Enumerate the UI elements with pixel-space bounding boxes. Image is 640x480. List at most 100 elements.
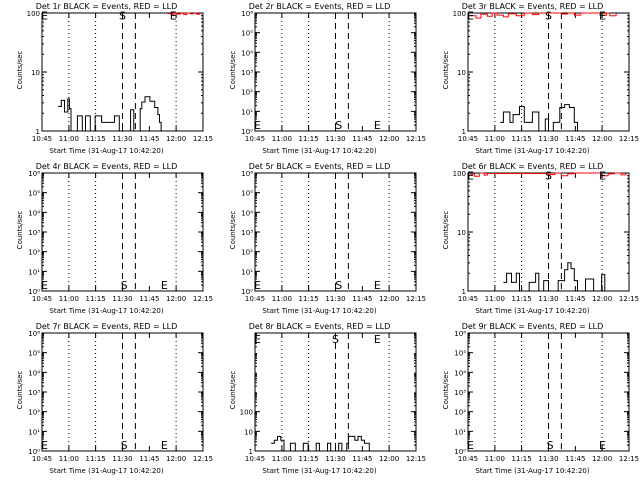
event-marker-label: E [374, 279, 381, 292]
x-tick-label: 10:45 [32, 135, 52, 143]
y-tick-label: 10 [244, 428, 253, 436]
y-tick-label: 10² [241, 249, 253, 257]
x-tick-label: 10:45 [245, 455, 265, 463]
x-tick-label: 12:15 [193, 295, 213, 303]
event-marker-label: E [467, 10, 474, 23]
event-marker-label: E [254, 119, 261, 132]
x-tick-label: 10:45 [458, 295, 478, 303]
event-marker-label: S [121, 439, 128, 452]
x-tick-label: 12:00 [166, 455, 186, 463]
x-tick-label: 10:45 [458, 135, 478, 143]
x-axis-label: Start Time (31-Aug-17 10:42:20) [262, 147, 377, 155]
x-tick-label: 12:15 [619, 455, 639, 463]
plot-area: 10⁰ 10¹ 10² 10³ 10⁴ 10⁵ 10⁶ 10:45 11:00 11:15 11:3… [241, 170, 426, 303]
x-tick-label: 11:45 [565, 135, 585, 143]
y-tick-label: 10⁶ [241, 170, 253, 178]
event-marker-label: E [467, 439, 474, 452]
x-tick-label: 12:00 [166, 295, 186, 303]
x-tick-label: 11:45 [565, 455, 585, 463]
y-tick-label: 1 [36, 128, 40, 136]
x-tick-label: 11:45 [139, 135, 159, 143]
x-tick-label: 11:45 [352, 455, 372, 463]
detector-panel-5: Det 5r BLACK = Events, RED = LLD Start Ti… [213, 160, 426, 320]
y-tick-label: 10² [454, 409, 466, 417]
y-tick-label: 10 [31, 69, 40, 77]
y-tick-label: 1 [249, 448, 253, 456]
x-axis-label: Start Time (31-Aug-17 10:42:20) [262, 307, 377, 315]
plot-area: 1 10 100 10:45 11:00 11:15 11:30 11:45 12:00 12:1… [453, 170, 639, 303]
y-tick-label: 10¹ [454, 428, 466, 436]
y-tick-label: 100 [27, 10, 40, 18]
x-tick-label: 11:00 [59, 135, 79, 143]
detector-panel-7: Det 7r BLACK = Events, RED = LLD Start Ti… [0, 320, 213, 480]
y-tick-label: 10¹ [241, 108, 253, 116]
x-tick-label: 11:00 [485, 455, 505, 463]
x-tick-label: 11:15 [299, 135, 319, 143]
x-axis-label: Start Time (31-Aug-17 10:42:20) [475, 307, 590, 315]
y-tick-label: 10⁴ [241, 49, 253, 57]
plot-area: 1 10 100 10:45 11:00 11:15 11:30 11:45 12:00 12:1… [240, 332, 426, 463]
chart-title: Det 3r BLACK = Events, RED = LLD [461, 2, 604, 11]
series-events-line [271, 435, 370, 452]
y-tick-label: 10⁰ [28, 448, 40, 456]
x-tick-label: 11:15 [512, 295, 532, 303]
detector-panel-4: Det 4r BLACK = Events, RED = LLD Start Ti… [0, 160, 213, 320]
x-tick-label: 12:15 [406, 135, 426, 143]
y-tick-label: 10³ [28, 389, 40, 397]
y-tick-label: 100 [453, 170, 466, 178]
event-marker-label: S [545, 170, 552, 183]
event-marker-label: E [374, 333, 381, 346]
x-tick-label: 11:30 [325, 135, 345, 143]
y-tick-label: 100 [240, 409, 253, 417]
x-tick-label: 11:45 [352, 135, 372, 143]
y-tick-label: 1 [462, 288, 466, 296]
y-tick-label: 10 [457, 229, 466, 237]
y-tick-label: 10⁴ [28, 209, 40, 217]
x-tick-label: 12:15 [406, 455, 426, 463]
y-tick-label: 10⁴ [454, 369, 466, 377]
event-marker-label: S [121, 279, 128, 292]
event-marker-label: E [599, 10, 606, 23]
detector-panel-2: Det 2r BLACK = Events, RED = LLD Start Ti… [213, 0, 426, 160]
event-marker-label: S [335, 279, 342, 292]
y-tick-label: 10⁵ [28, 350, 40, 358]
plot-area: 1 10 100 10:45 11:00 11:15 11:30 11:45 12:00 12:1… [27, 10, 213, 143]
series-lld-line [469, 172, 627, 177]
x-tick-label: 10:45 [32, 295, 52, 303]
x-tick-label: 11:15 [299, 455, 319, 463]
x-tick-label: 11:00 [272, 135, 292, 143]
chart-title: Det 1r BLACK = Events, RED = LLD [35, 2, 178, 11]
series-events-line [503, 262, 606, 292]
detector-panel-1: Det 1r BLACK = Events, RED = LLD Start Ti… [0, 0, 213, 160]
y-tick-label: 10¹ [28, 268, 40, 276]
x-tick-label: 10:45 [245, 295, 265, 303]
x-tick-label: 11:15 [86, 295, 106, 303]
chart-title: Det 7r BLACK = Events, RED = LLD [35, 322, 178, 331]
event-marker-label: E [599, 170, 606, 183]
x-axis-label: Start Time (31-Aug-17 10:42:20) [262, 467, 377, 475]
detector-panel-8: Det 8r BLACK = Events, RED = LLD Start Ti… [213, 320, 426, 480]
plot-area: 10⁰ 10¹ 10² 10³ 10⁴ 10⁵ 10⁶ 10:45 11:00 11:15 11:3… [241, 10, 426, 143]
x-tick-label: 11:30 [112, 455, 132, 463]
x-tick-label: 12:15 [619, 295, 639, 303]
chart-title: Det 6r BLACK = Events, RED = LLD [461, 162, 604, 171]
y-tick-label: 10⁵ [241, 30, 253, 38]
x-tick-label: 12:15 [193, 455, 213, 463]
x-tick-label: 11:00 [272, 295, 292, 303]
x-axis-label: Start Time (31-Aug-17 10:42:20) [49, 307, 164, 315]
x-tick-label: 12:00 [379, 455, 399, 463]
event-marker-label: E [170, 10, 177, 23]
event-marker-label: E [254, 279, 261, 292]
chart-title: Det 9r BLACK = Events, RED = LLD [461, 322, 604, 331]
event-marker-label: E [41, 10, 48, 23]
x-tick-label: 11:00 [485, 135, 505, 143]
x-tick-label: 11:45 [565, 295, 585, 303]
x-axis-label: Start Time (31-Aug-17 10:42:20) [475, 467, 590, 475]
event-marker-label: E [374, 119, 381, 132]
y-tick-label: 10² [28, 249, 40, 257]
event-marker-label: S [335, 119, 342, 132]
x-axis-label: Start Time (31-Aug-17 10:42:20) [49, 147, 164, 155]
y-tick-label: 10¹ [28, 428, 40, 436]
x-tick-label: 12:00 [166, 135, 186, 143]
event-marker-label: S [332, 333, 339, 346]
